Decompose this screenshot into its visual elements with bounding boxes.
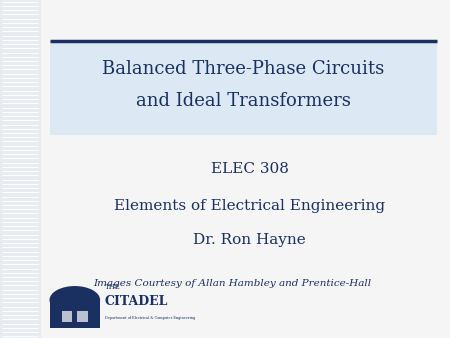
Text: ELEC 308: ELEC 308 bbox=[211, 162, 289, 176]
Bar bbox=[50, 300, 100, 328]
Bar bbox=[77, 311, 88, 322]
Text: Dr. Ron Hayne: Dr. Ron Hayne bbox=[194, 233, 306, 247]
Bar bbox=[62, 311, 72, 322]
Text: Elements of Electrical Engineering: Elements of Electrical Engineering bbox=[114, 199, 385, 213]
Text: and Ideal Transformers: and Ideal Transformers bbox=[135, 92, 351, 111]
Text: THE: THE bbox=[105, 283, 121, 291]
Text: Images Courtesy of Allan Hambley and Prentice-Hall: Images Courtesy of Allan Hambley and Pre… bbox=[93, 280, 371, 288]
Text: Balanced Three-Phase Circuits: Balanced Three-Phase Circuits bbox=[102, 60, 384, 78]
Text: Department of Electrical & Computer Engineering: Department of Electrical & Computer Engi… bbox=[105, 316, 195, 320]
Bar bbox=[50, 41, 436, 135]
Text: CITADEL: CITADEL bbox=[105, 295, 168, 308]
Ellipse shape bbox=[50, 286, 100, 314]
Bar bbox=[0, 0, 40, 338]
